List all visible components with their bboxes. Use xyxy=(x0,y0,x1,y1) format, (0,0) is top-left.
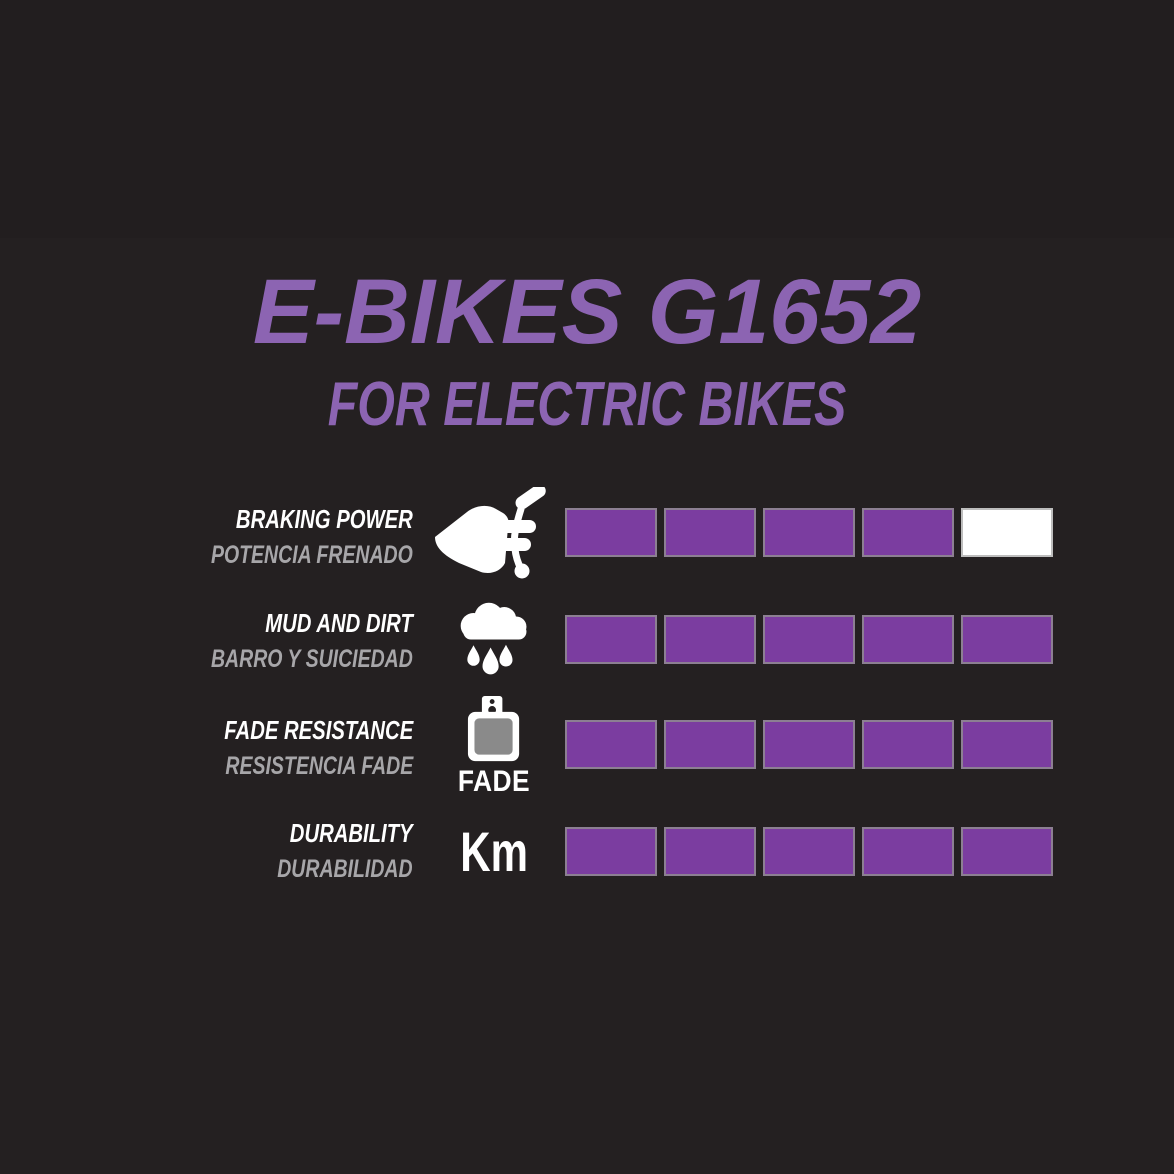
background-vignette xyxy=(0,0,1174,238)
rating-segment-filled xyxy=(961,720,1053,769)
rating-labels-mud-and-dirt: MUD AND DIRT BARRO Y SUICIEDAD xyxy=(211,610,413,672)
rating-label-en: DURABILITY xyxy=(290,818,413,848)
rating-segment-filled xyxy=(862,827,954,876)
rating-segment-empty xyxy=(961,508,1053,557)
brake-lever-hand-icon xyxy=(432,487,556,579)
km-text-icon: Km xyxy=(432,824,556,880)
rating-segment-filled xyxy=(565,615,657,664)
rating-bar-durability xyxy=(565,827,1053,876)
rating-label-es: BARRO Y SUICIEDAD xyxy=(211,645,413,673)
rating-segment-filled xyxy=(763,720,855,769)
rating-bar-braking-power xyxy=(565,508,1053,557)
rating-label-es: POTENCIA FRENADO xyxy=(211,541,413,569)
rating-segment-filled xyxy=(664,827,756,876)
rating-segment-filled xyxy=(862,508,954,557)
rating-labels-durability: DURABILITY DURABILIDAD xyxy=(278,820,413,882)
rating-segment-filled xyxy=(664,615,756,664)
rating-segment-filled xyxy=(664,720,756,769)
rating-segment-filled xyxy=(862,615,954,664)
rating-segment-filled xyxy=(565,827,657,876)
rating-segment-filled xyxy=(763,615,855,664)
page-title: E-BIKES G1652 xyxy=(252,261,922,363)
rating-labels-braking-power: BRAKING POWER POTENCIA FRENADO xyxy=(211,506,413,568)
km-icon-label: Km xyxy=(460,820,528,883)
rating-segment-filled xyxy=(664,508,756,557)
rain-cloud-icon xyxy=(432,600,556,679)
rating-segment-filled xyxy=(565,720,657,769)
title-block: E-BIKES G1652 FOR ELECTRIC BIKES xyxy=(0,266,1174,436)
rating-segment-filled xyxy=(961,615,1053,664)
rating-segment-filled xyxy=(961,827,1053,876)
rating-bar-mud-and-dirt xyxy=(565,615,1053,664)
rating-segment-filled xyxy=(763,827,855,876)
rating-label-en: FADE RESISTANCE xyxy=(224,715,413,745)
rating-label-en: BRAKING POWER xyxy=(236,504,413,534)
rating-bar-fade-resistance xyxy=(565,720,1053,769)
page-subtitle: FOR ELECTRIC BIKES xyxy=(327,370,847,439)
rating-segment-filled xyxy=(862,720,954,769)
rating-label-en: MUD AND DIRT xyxy=(265,608,413,638)
rating-segment-filled xyxy=(565,508,657,557)
rating-label-es: RESISTENCIA FADE xyxy=(225,752,413,780)
brake-pad-icon: FADE xyxy=(432,696,556,797)
rating-segment-filled xyxy=(763,508,855,557)
rating-label-es: DURABILIDAD xyxy=(277,855,413,883)
fade-icon-caption: FADE xyxy=(457,765,531,798)
rating-labels-fade-resistance: FADE RESISTANCE RESISTENCIA FADE xyxy=(224,717,413,779)
